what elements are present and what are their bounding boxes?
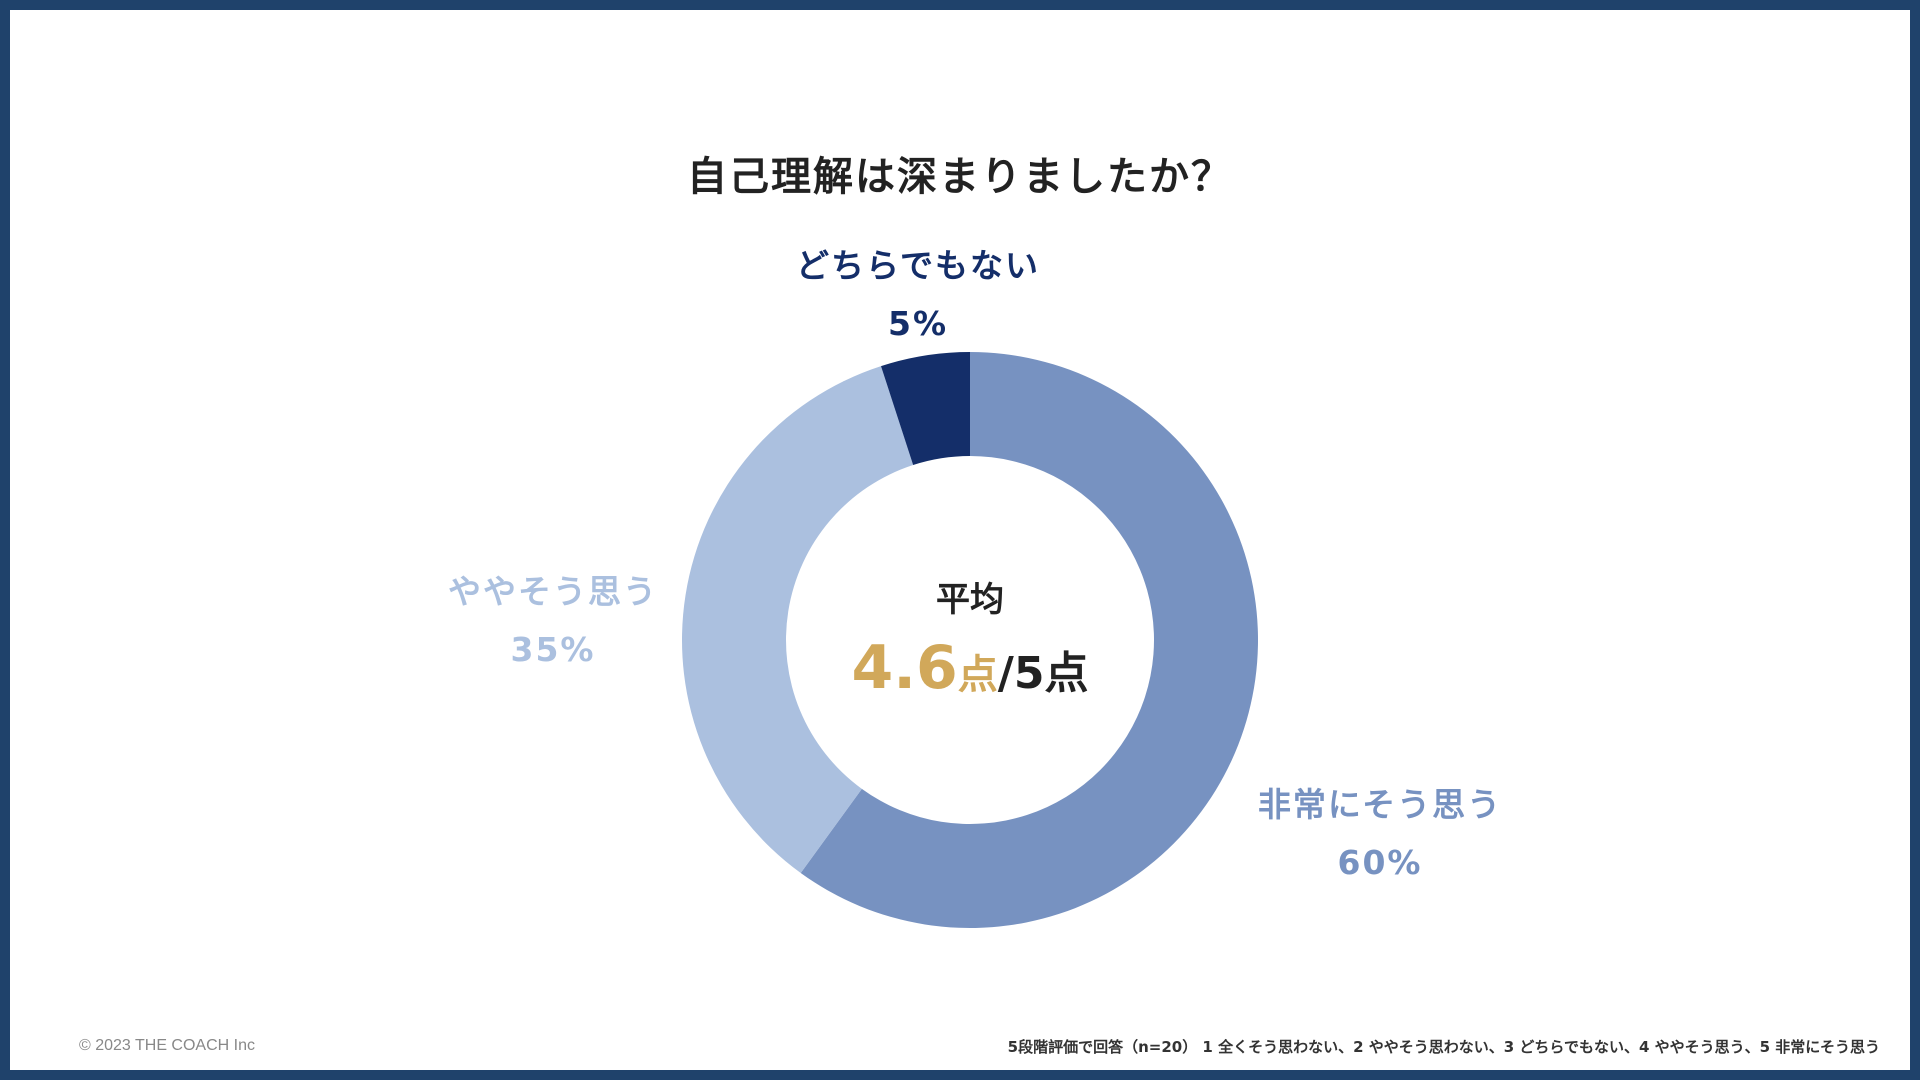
- average-score-unit: 点: [957, 652, 998, 698]
- slice-label-neutral-value: 5%: [887, 304, 949, 343]
- slice-label-very-agree-value: 60%: [1337, 843, 1423, 882]
- average-score-value: 4.6: [851, 633, 958, 703]
- average-score-line: 4.6点/5点: [770, 633, 1170, 714]
- slice-label-somewhat-agree-name: ややそう思う: [448, 572, 658, 611]
- rating-scale-note: 5段階評価で回答（n=20） 1 全くそう思わない、2 ややそう思わない、3 ど…: [1007, 1038, 1880, 1056]
- copyright: © 2023 THE COACH Inc: [79, 1037, 255, 1054]
- donut-chart: [681, 352, 1259, 929]
- slice-label-neutral-name: どちらでもない: [795, 246, 1040, 285]
- slice-label-neutral: どちらでもない 5%: [768, 237, 1068, 353]
- donut-slice-very-agree: [800, 352, 1259, 929]
- slice-label-very-agree: 非常にそう思う 60%: [1230, 776, 1530, 892]
- donut-slice-somewhat-agree: [681, 366, 914, 873]
- donut-slice-neutral: [881, 352, 970, 466]
- slice-label-somewhat-agree: ややそう思う 35%: [403, 563, 703, 679]
- average-score-max: /5点: [997, 648, 1089, 699]
- slice-label-somewhat-agree-value: 35%: [510, 630, 596, 669]
- slice-label-very-agree-name: 非常にそう思う: [1257, 785, 1503, 824]
- average-score: 平均 4.6点/5点: [770, 575, 1170, 714]
- average-title: 平均: [936, 580, 1004, 620]
- chart-title: 自己理解は深まりましたか？: [687, 154, 1233, 200]
